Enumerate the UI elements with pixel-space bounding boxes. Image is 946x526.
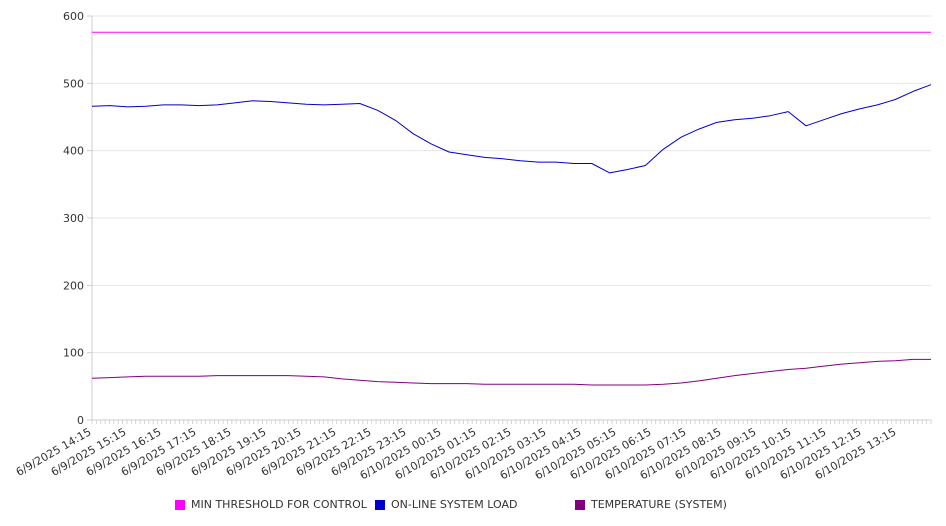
grid-lines (92, 15, 931, 354)
y-tick-label: 400 (63, 145, 84, 158)
legend-label-temperature: TEMPERATURE (SYSTEM) (591, 498, 727, 511)
series-lines (91, 31, 932, 386)
y-axis-ticks: 0 100 200 300 400 500 600 (63, 10, 92, 427)
legend-label-min-threshold: MIN THRESHOLD FOR CONTROL (191, 498, 367, 511)
legend: MIN THRESHOLD FOR CONTROL ON-LINE SYSTEM… (0, 496, 946, 516)
y-tick-label: 300 (63, 212, 84, 225)
legend-label-system-load: ON-LINE SYSTEM LOAD (391, 498, 518, 511)
legend-item-temperature[interactable]: TEMPERATURE (SYSTEM) (575, 498, 727, 511)
legend-swatch-system-load (375, 499, 385, 510)
legend-swatch-temperature (575, 499, 585, 510)
legend-swatch-min-threshold (175, 499, 185, 510)
y-tick-label: 500 (63, 77, 84, 90)
y-tick-label: 600 (63, 10, 84, 23)
legend-item-min-threshold[interactable]: MIN THRESHOLD FOR CONTROL (175, 498, 367, 511)
y-tick-label: 200 (63, 279, 84, 292)
x-axis-ticks: 6/9/2025 14:156/9/2025 15:156/9/2025 16:… (14, 420, 932, 482)
legend-item-system-load[interactable]: ON-LINE SYSTEM LOAD (375, 498, 517, 511)
series-line-1[interactable] (91, 84, 932, 174)
series-line-2[interactable] (91, 358, 931, 386)
y-tick-label: 0 (77, 414, 84, 427)
y-tick-label: 100 (63, 347, 84, 360)
